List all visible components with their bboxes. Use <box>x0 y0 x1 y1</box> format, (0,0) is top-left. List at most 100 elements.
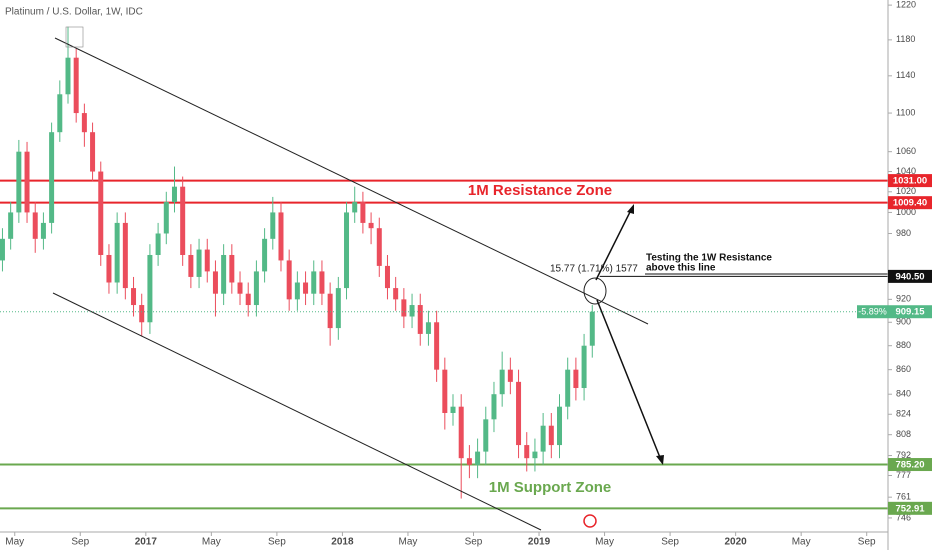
candle-body <box>212 271 218 294</box>
candle-body <box>171 186 177 203</box>
candle-body <box>311 271 317 294</box>
candle-body <box>434 322 440 370</box>
candle-body <box>204 249 210 272</box>
candle-body <box>540 425 546 452</box>
candle-body <box>147 254 153 323</box>
candle-body <box>442 369 448 413</box>
candle-body <box>106 254 112 283</box>
y-tick-label: 824 <box>896 409 911 419</box>
candle-body <box>524 445 530 459</box>
candle-body <box>270 212 276 239</box>
candle-body <box>188 254 194 277</box>
measure-text: 15.77 (1.71%) 1577 <box>550 264 638 275</box>
y-tick-label: 880 <box>896 340 911 350</box>
candle-body <box>352 202 358 213</box>
y-tick-label: 920 <box>896 294 911 304</box>
level-label: 1031.00 <box>893 176 927 187</box>
candle-body <box>450 406 456 413</box>
y-tick-label: 1180 <box>896 34 915 44</box>
candle-body <box>278 212 284 261</box>
candle-body <box>384 265 390 289</box>
y-tick-label: 792 <box>896 450 911 460</box>
level-tag <box>888 196 932 210</box>
candle-body <box>65 57 71 95</box>
y-tick-label: 1020 <box>896 186 916 196</box>
y-tick-label: 1060 <box>896 146 916 156</box>
candle-body <box>393 288 399 300</box>
x-tick-label: Sep <box>268 537 286 548</box>
candle-body <box>589 311 595 346</box>
candle-body <box>483 419 489 452</box>
candles <box>0 26 595 499</box>
y-tick-label: 900 <box>896 317 911 327</box>
candle-body <box>335 288 341 329</box>
candle-body <box>73 57 79 114</box>
candle-body <box>32 212 38 239</box>
x-tick-label: 2020 <box>725 537 748 548</box>
change-tag <box>857 305 888 319</box>
level-label: 752.91 <box>895 503 925 514</box>
note-text: Testing the 1W Resistance <box>646 253 772 264</box>
candle-body <box>491 394 497 420</box>
candle-body <box>196 249 202 277</box>
candle-body <box>581 345 587 389</box>
candle-body <box>122 222 128 289</box>
x-tick-label: May <box>399 537 418 548</box>
upper-trendline <box>54 37 649 325</box>
y-tick-label: 808 <box>896 429 911 439</box>
arrow-down <box>596 299 662 461</box>
candle-body <box>557 406 563 446</box>
candle-body <box>163 202 169 234</box>
candle-body <box>81 113 87 133</box>
level-tag <box>888 174 932 188</box>
x-tick-label: May <box>792 537 811 548</box>
candle-body <box>139 305 145 323</box>
candle-body <box>516 381 522 446</box>
candle-body <box>409 305 415 317</box>
candle-body <box>57 94 63 133</box>
arrow-head <box>627 204 634 214</box>
support-label: 1M Support Zone <box>489 479 612 496</box>
candle-body <box>344 212 350 289</box>
level-label: 940.50 <box>895 271 924 282</box>
candle-body <box>319 271 325 294</box>
x-tick-label: 2017 <box>135 537 158 548</box>
y-tick-label: 1220 <box>896 0 916 9</box>
candle-body <box>262 238 268 272</box>
candle-body <box>237 282 243 294</box>
change-label: -5.89% <box>858 307 887 317</box>
candle-body <box>155 233 161 255</box>
candle-body <box>303 282 309 294</box>
x-tick-label: May <box>5 537 24 548</box>
event-icon[interactable] <box>583 514 597 528</box>
candle-body <box>327 293 333 329</box>
y-tick-label: 840 <box>896 389 911 399</box>
level-label: 785.20 <box>895 460 924 471</box>
candle-body <box>49 132 55 223</box>
candle-body <box>573 369 579 389</box>
candle-body <box>417 305 423 334</box>
candle-body <box>114 222 120 283</box>
lower-trendline <box>52 292 542 531</box>
candle-body <box>458 406 464 459</box>
candle-body <box>24 151 30 213</box>
candle-body <box>40 222 46 239</box>
measure-box <box>65 26 84 48</box>
note-text: above this line <box>646 263 716 274</box>
y-tick-label: 1000 <box>896 207 916 217</box>
candle-body <box>16 151 22 213</box>
y-tick-label: 761 <box>896 492 911 502</box>
y-tick-label: 980 <box>896 228 911 238</box>
circle-marker <box>583 277 607 305</box>
candle-body <box>286 260 292 300</box>
y-tick-label: 1100 <box>896 107 915 117</box>
candle-body <box>548 425 554 446</box>
resistance-label: 1M Resistance Zone <box>468 182 612 199</box>
candle-body <box>131 288 137 306</box>
level-tag <box>888 501 932 515</box>
level-label: 1009.40 <box>893 198 927 209</box>
candle-body <box>253 271 259 306</box>
candle-body <box>565 369 571 407</box>
